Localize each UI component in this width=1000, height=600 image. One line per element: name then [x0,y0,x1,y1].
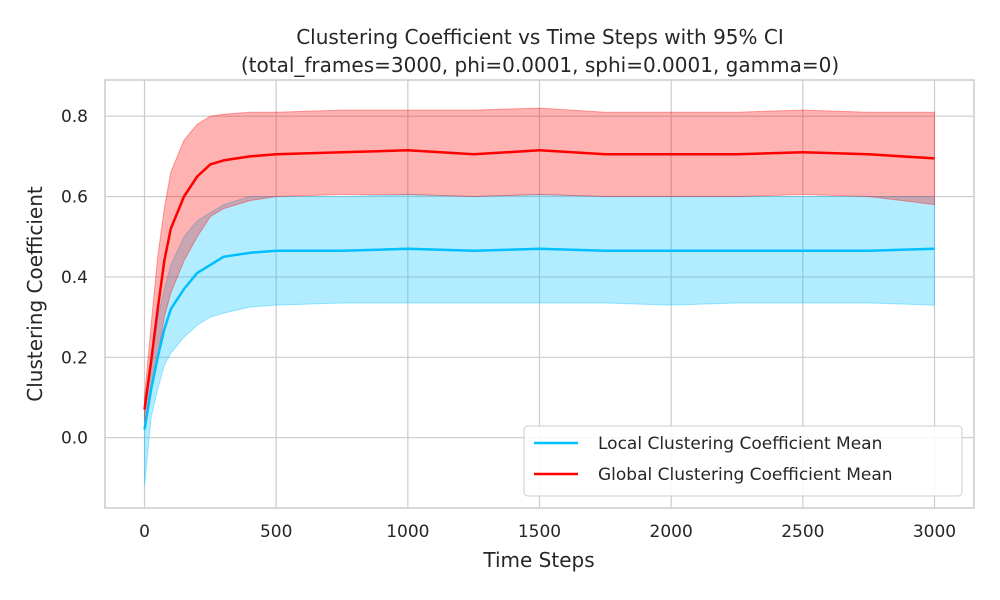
y-tick-label: 0.2 [61,348,88,368]
y-axis-label: Clustering Coefficient [23,186,47,402]
ci-band-global [144,107,935,422]
x-tick-label: 2000 [650,522,693,542]
x-tick-label: 500 [260,522,292,542]
series-lines [143,149,935,430]
chart-subtitle: (total_frames=3000, phi=0.0001, sphi=0.0… [241,53,839,77]
legend: Local Clustering Coefficient Mean Global… [523,425,963,497]
x-axis-label: Time Steps [482,548,594,572]
series-line-global [143,149,935,410]
confidence-bands [144,107,935,486]
legend-box [523,425,963,497]
x-tick-label: 1000 [386,522,429,542]
x-tick-label: 3000 [913,522,956,542]
y-tick-label: 0.4 [61,268,88,288]
x-tick-label: 0 [139,522,150,542]
chart-title: Clustering Coefficient vs Time Steps wit… [296,25,784,49]
y-tick-label: 0.0 [61,429,88,449]
legend-label-local: Local Clustering Coefficient Mean [598,434,882,454]
series-line-local [143,247,935,430]
ci-band-local [144,193,935,486]
y-tick-label: 0.6 [61,188,88,208]
x-axis-ticks: 0 500 1000 1500 2000 2500 3000 [139,522,956,542]
x-tick-label: 2500 [781,522,824,542]
legend-label-global: Global Clustering Coefficient Mean [598,465,893,485]
x-tick-label: 1500 [518,522,561,542]
y-axis-ticks: 0.0 0.2 0.4 0.6 0.8 [61,107,88,449]
plot-frame [104,79,975,509]
y-tick-label: 0.8 [61,107,88,127]
